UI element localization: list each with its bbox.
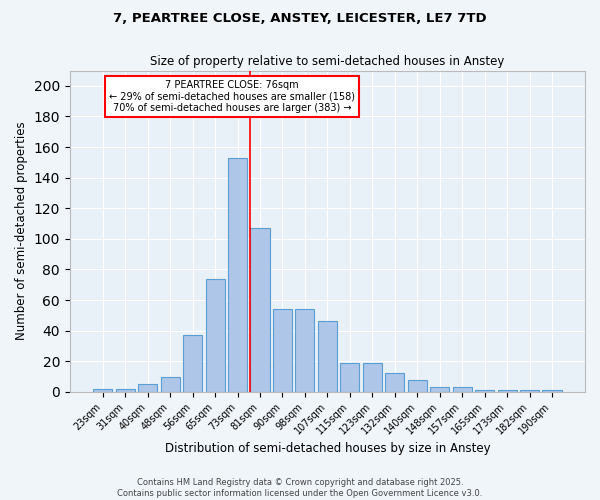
Bar bbox=[116, 388, 135, 392]
Bar bbox=[340, 362, 359, 392]
Title: Size of property relative to semi-detached houses in Anstey: Size of property relative to semi-detach… bbox=[150, 55, 505, 68]
Bar bbox=[385, 374, 404, 392]
X-axis label: Distribution of semi-detached houses by size in Anstey: Distribution of semi-detached houses by … bbox=[164, 442, 490, 455]
Bar bbox=[183, 335, 202, 392]
Bar bbox=[363, 362, 382, 392]
Text: 7 PEARTREE CLOSE: 76sqm
← 29% of semi-detached houses are smaller (158)
70% of s: 7 PEARTREE CLOSE: 76sqm ← 29% of semi-de… bbox=[109, 80, 355, 114]
Bar bbox=[452, 387, 472, 392]
Y-axis label: Number of semi-detached properties: Number of semi-detached properties bbox=[15, 122, 28, 340]
Bar bbox=[228, 158, 247, 392]
Bar bbox=[273, 309, 292, 392]
Bar bbox=[161, 376, 179, 392]
Bar bbox=[407, 380, 427, 392]
Bar bbox=[138, 384, 157, 392]
Bar bbox=[318, 322, 337, 392]
Bar bbox=[430, 387, 449, 392]
Bar bbox=[93, 388, 112, 392]
Bar bbox=[250, 228, 269, 392]
Text: Contains HM Land Registry data © Crown copyright and database right 2025.
Contai: Contains HM Land Registry data © Crown c… bbox=[118, 478, 482, 498]
Bar bbox=[520, 390, 539, 392]
Bar bbox=[475, 390, 494, 392]
Bar bbox=[206, 278, 224, 392]
Bar bbox=[295, 309, 314, 392]
Bar bbox=[497, 390, 517, 392]
Bar bbox=[542, 390, 562, 392]
Text: 7, PEARTREE CLOSE, ANSTEY, LEICESTER, LE7 7TD: 7, PEARTREE CLOSE, ANSTEY, LEICESTER, LE… bbox=[113, 12, 487, 26]
